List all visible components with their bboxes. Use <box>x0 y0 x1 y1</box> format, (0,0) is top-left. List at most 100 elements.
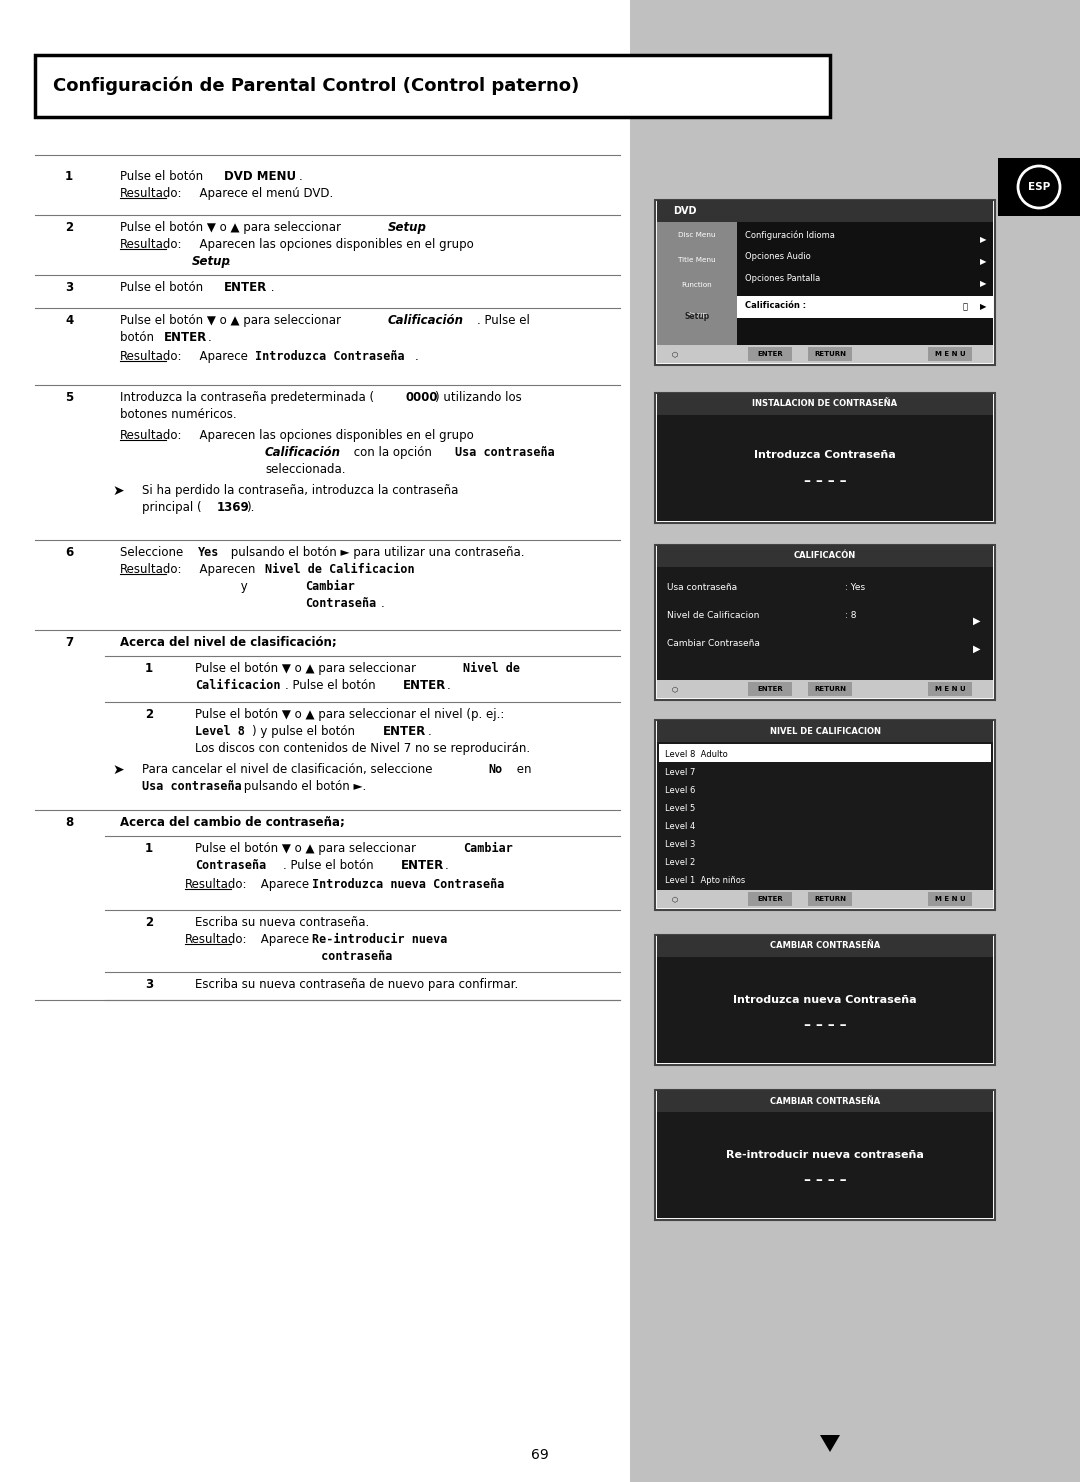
Text: Aparece: Aparece <box>257 934 313 946</box>
Bar <box>657 1089 993 1112</box>
Text: 69: 69 <box>531 1448 549 1463</box>
Text: M E N U: M E N U <box>934 897 966 903</box>
Bar <box>737 222 993 345</box>
Text: – – – –: – – – – <box>804 474 847 488</box>
Text: M E N U: M E N U <box>934 351 966 357</box>
Text: No: No <box>488 763 502 777</box>
Text: DVD: DVD <box>673 206 697 216</box>
Text: : 8: : 8 <box>845 611 856 619</box>
Bar <box>659 744 991 762</box>
Text: 1: 1 <box>145 842 153 855</box>
Text: Pulse el botón: Pulse el botón <box>120 282 207 293</box>
Text: contraseña: contraseña <box>257 950 392 963</box>
Bar <box>657 891 993 908</box>
Text: Setup: Setup <box>388 221 427 234</box>
Text: . Pulse el botón: . Pulse el botón <box>283 860 377 871</box>
Text: CALIFICACÓN: CALIFICACÓN <box>794 551 856 560</box>
Text: botón: botón <box>120 330 158 344</box>
Bar <box>0 0 630 1482</box>
Text: .: . <box>422 221 426 234</box>
Text: Level 6: Level 6 <box>665 785 696 794</box>
Text: pulsando el botón ► para utilizar una contraseña.: pulsando el botón ► para utilizar una co… <box>227 545 525 559</box>
Text: ENTER: ENTER <box>383 725 427 738</box>
Text: ➤: ➤ <box>112 485 123 498</box>
Text: DVD MENU: DVD MENU <box>224 170 296 182</box>
Text: Setup: Setup <box>687 313 707 319</box>
Text: ▶: ▶ <box>973 645 981 654</box>
Text: ENTER: ENTER <box>401 860 444 871</box>
Text: M E N U: M E N U <box>934 686 966 692</box>
Text: 1: 1 <box>145 662 153 674</box>
Text: : Yes: : Yes <box>845 582 865 591</box>
Bar <box>737 296 993 319</box>
Text: ENTER: ENTER <box>403 679 446 692</box>
Text: Si ha perdido la contraseña, introduzca la contraseña: Si ha perdido la contraseña, introduzca … <box>141 485 458 496</box>
Text: principal (: principal ( <box>141 501 202 514</box>
Text: Nivel de Calificacion: Nivel de Calificacion <box>265 563 415 576</box>
Text: ➤: ➤ <box>112 763 123 777</box>
Bar <box>808 892 852 906</box>
Text: Calificación: Calificación <box>388 314 464 328</box>
Text: Disc Menu: Disc Menu <box>678 233 716 239</box>
Bar <box>657 935 993 957</box>
Text: 🔒: 🔒 <box>962 302 968 311</box>
Text: Acerca del nivel de clasificación;: Acerca del nivel de clasificación; <box>120 636 337 649</box>
Text: CAMBIAR CONTRASEÑA: CAMBIAR CONTRASEÑA <box>770 941 880 950</box>
Text: en: en <box>513 763 531 777</box>
Bar <box>808 347 852 362</box>
Polygon shape <box>820 1435 840 1452</box>
Text: Level 3: Level 3 <box>665 840 696 849</box>
Text: ENTER: ENTER <box>757 686 783 692</box>
Text: Introduzca Contraseña: Introduzca Contraseña <box>255 350 405 363</box>
Bar <box>928 347 972 362</box>
Text: ⬡: ⬡ <box>672 686 678 692</box>
Text: Level 2: Level 2 <box>665 858 696 867</box>
Bar <box>657 957 993 1063</box>
Text: .: . <box>299 170 302 182</box>
Text: Re-introducir nueva: Re-introducir nueva <box>312 934 447 946</box>
Text: ENTER: ENTER <box>757 351 783 357</box>
Bar <box>657 200 993 222</box>
Text: Resultado:: Resultado: <box>120 350 183 363</box>
Text: Aparece: Aparece <box>257 877 313 891</box>
Text: Level 8  Adulto: Level 8 Adulto <box>665 750 728 759</box>
Text: .: . <box>500 877 503 891</box>
Bar <box>630 0 1080 1482</box>
Text: Escriba su nueva contraseña de nuevo para confirmar.: Escriba su nueva contraseña de nuevo par… <box>195 978 518 991</box>
Text: 4: 4 <box>65 314 73 328</box>
Text: Pulse el botón: Pulse el botón <box>120 170 207 182</box>
Text: Configuración de Parental Control (Control paterno): Configuración de Parental Control (Contr… <box>53 77 579 95</box>
Text: Contraseña: Contraseña <box>305 597 376 611</box>
Bar <box>657 568 993 680</box>
Bar <box>654 720 995 910</box>
Text: Escriba su nueva contraseña.: Escriba su nueva contraseña. <box>195 916 369 929</box>
Text: Opciones Pantalla: Opciones Pantalla <box>745 274 820 283</box>
Text: con la opción: con la opción <box>350 446 435 459</box>
Text: 3: 3 <box>145 978 153 991</box>
Text: ENTER: ENTER <box>224 282 267 293</box>
Text: ESP: ESP <box>1028 182 1050 193</box>
Text: Calificacion: Calificacion <box>195 679 281 692</box>
Text: Configuración Idioma: Configuración Idioma <box>745 230 835 240</box>
Text: botones numéricos.: botones numéricos. <box>120 408 237 421</box>
Text: .: . <box>415 350 419 363</box>
Text: Aparecen las opciones disponibles en el grupo: Aparecen las opciones disponibles en el … <box>192 239 477 250</box>
Text: Los discos con contenidos de Nivel 7 no se reproducirán.: Los discos con contenidos de Nivel 7 no … <box>195 742 530 754</box>
Text: Introduzca la contraseña predeterminada (: Introduzca la contraseña predeterminada … <box>120 391 374 405</box>
Text: 2: 2 <box>145 708 153 722</box>
Text: Resultado:: Resultado: <box>120 187 183 200</box>
Text: Setup: Setup <box>192 255 231 268</box>
Bar <box>654 935 995 1066</box>
Text: Contraseña: Contraseña <box>195 860 267 871</box>
Text: Level 4: Level 4 <box>665 823 696 831</box>
Text: Pulse el botón ▼ o ▲ para seleccionar: Pulse el botón ▼ o ▲ para seleccionar <box>195 842 420 855</box>
Text: Level 5: Level 5 <box>665 805 696 814</box>
Text: Resultado:: Resultado: <box>120 428 183 442</box>
Text: .: . <box>267 282 274 293</box>
Text: Pulse el botón ▼ o ▲ para seleccionar: Pulse el botón ▼ o ▲ para seleccionar <box>120 314 345 328</box>
Text: ⬡: ⬡ <box>672 897 678 903</box>
Text: Introduzca nueva Contraseña: Introduzca nueva Contraseña <box>733 994 917 1005</box>
Text: Level 1  Apto niños: Level 1 Apto niños <box>665 876 745 885</box>
Text: ).: ). <box>246 501 255 514</box>
Bar <box>35 55 831 117</box>
